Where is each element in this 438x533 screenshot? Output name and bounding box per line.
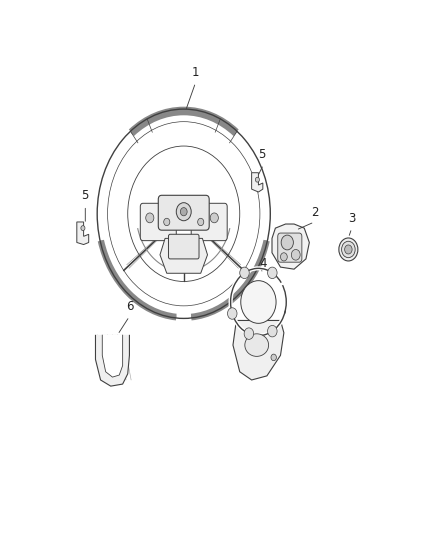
Circle shape bbox=[280, 253, 287, 261]
FancyBboxPatch shape bbox=[191, 203, 227, 240]
Text: 3: 3 bbox=[348, 212, 356, 225]
Circle shape bbox=[281, 235, 293, 250]
Ellipse shape bbox=[245, 334, 268, 357]
FancyBboxPatch shape bbox=[278, 233, 302, 262]
Circle shape bbox=[255, 177, 259, 182]
Polygon shape bbox=[95, 335, 129, 386]
Text: 1: 1 bbox=[192, 66, 199, 79]
Circle shape bbox=[176, 203, 191, 221]
Circle shape bbox=[146, 213, 154, 223]
Circle shape bbox=[81, 225, 85, 231]
Circle shape bbox=[244, 328, 254, 340]
Polygon shape bbox=[272, 224, 309, 269]
Polygon shape bbox=[160, 238, 208, 273]
Circle shape bbox=[227, 308, 237, 319]
Polygon shape bbox=[77, 222, 88, 245]
Circle shape bbox=[240, 267, 249, 279]
FancyBboxPatch shape bbox=[158, 195, 209, 230]
Circle shape bbox=[241, 281, 276, 324]
FancyBboxPatch shape bbox=[169, 235, 199, 259]
Circle shape bbox=[271, 354, 276, 361]
Text: 5: 5 bbox=[258, 148, 265, 161]
Text: 6: 6 bbox=[126, 300, 133, 313]
Polygon shape bbox=[233, 320, 284, 380]
Polygon shape bbox=[251, 173, 263, 192]
FancyBboxPatch shape bbox=[140, 203, 176, 240]
Circle shape bbox=[268, 267, 277, 279]
Polygon shape bbox=[102, 335, 123, 377]
Text: 4: 4 bbox=[260, 257, 267, 270]
Circle shape bbox=[342, 241, 355, 257]
Text: 2: 2 bbox=[311, 206, 318, 219]
Circle shape bbox=[180, 207, 187, 216]
Circle shape bbox=[345, 245, 352, 254]
Circle shape bbox=[164, 219, 170, 225]
Circle shape bbox=[210, 213, 219, 223]
Text: 5: 5 bbox=[81, 189, 89, 202]
Circle shape bbox=[291, 249, 300, 260]
Circle shape bbox=[339, 238, 358, 261]
Circle shape bbox=[198, 219, 204, 225]
Circle shape bbox=[268, 326, 277, 337]
